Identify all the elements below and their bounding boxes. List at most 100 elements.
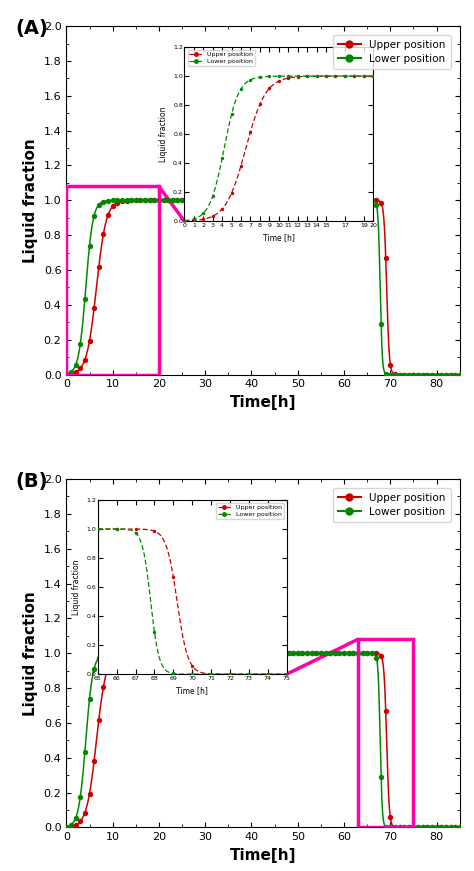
Point (76, 337, 84, 351)
Point (442, 820, 450, 834)
Point (72, 818, 80, 832)
Point (252, 193, 260, 207)
Point (327, 646, 334, 660)
Point (368, 193, 375, 207)
Point (442, 368, 450, 381)
Point (248, 646, 255, 660)
Point (210, 646, 218, 660)
Point (137, 646, 144, 660)
Point (155, 193, 163, 207)
Point (225, 193, 232, 207)
Point (76, 814, 84, 828)
Point (113, 196, 121, 210)
Point (354, 193, 362, 207)
Point (373, 198, 380, 212)
Point (299, 646, 306, 660)
Point (359, 193, 366, 207)
Point (438, 820, 445, 834)
Point (359, 646, 366, 660)
Point (225, 646, 232, 660)
Point (410, 368, 417, 381)
Point (178, 193, 186, 207)
Point (248, 646, 255, 660)
Point (428, 368, 436, 381)
Point (262, 646, 269, 660)
Point (424, 820, 431, 834)
Point (95, 651, 102, 665)
Point (262, 193, 269, 207)
Point (285, 646, 292, 660)
Point (118, 193, 126, 207)
Point (322, 193, 329, 207)
Point (280, 193, 288, 207)
Point (81, 806, 89, 820)
Point (155, 193, 163, 207)
Point (456, 368, 464, 381)
Point (382, 704, 390, 718)
Point (373, 651, 380, 665)
Point (438, 368, 445, 381)
Point (340, 193, 348, 207)
Point (151, 646, 158, 660)
X-axis label: Time[h]: Time[h] (230, 395, 296, 410)
Point (197, 646, 204, 660)
Point (229, 193, 237, 207)
Point (401, 820, 408, 834)
Point (137, 646, 144, 660)
Point (169, 646, 177, 660)
Point (419, 368, 427, 381)
Point (275, 646, 283, 660)
Point (312, 193, 320, 207)
Point (433, 820, 440, 834)
Point (317, 646, 325, 660)
Point (280, 646, 288, 660)
Legend: Upper position, Lower position: Upper position, Lower position (333, 35, 451, 69)
Point (396, 368, 403, 381)
Point (308, 646, 316, 660)
Point (364, 646, 371, 660)
Point (132, 646, 139, 660)
Point (345, 193, 353, 207)
Point (215, 193, 223, 207)
Point (285, 193, 292, 207)
Point (322, 646, 329, 660)
Point (248, 193, 255, 207)
Point (160, 193, 167, 207)
Point (303, 193, 311, 207)
Point (401, 368, 408, 381)
Point (364, 193, 371, 207)
Point (151, 193, 158, 207)
Point (67, 367, 75, 381)
Point (312, 646, 320, 660)
Point (86, 239, 93, 253)
Point (109, 199, 117, 213)
Point (128, 646, 135, 660)
Point (447, 820, 454, 834)
Point (67, 820, 75, 834)
Point (252, 646, 260, 660)
Point (188, 193, 195, 207)
Point (368, 646, 375, 660)
Point (414, 368, 422, 381)
Point (76, 790, 84, 804)
Point (225, 193, 232, 207)
Point (197, 646, 204, 660)
Point (405, 820, 413, 834)
Point (229, 646, 237, 660)
Text: (A): (A) (15, 19, 48, 38)
Point (118, 647, 126, 661)
Point (349, 646, 357, 660)
Point (373, 193, 380, 207)
Point (345, 646, 353, 660)
Point (123, 193, 130, 207)
Bar (358, 639, 413, 827)
Point (354, 646, 362, 660)
Point (109, 646, 117, 660)
Point (188, 193, 195, 207)
Point (312, 193, 320, 207)
Point (109, 193, 117, 207)
Point (178, 646, 186, 660)
Point (322, 646, 329, 660)
Point (317, 193, 325, 207)
Point (81, 292, 89, 306)
